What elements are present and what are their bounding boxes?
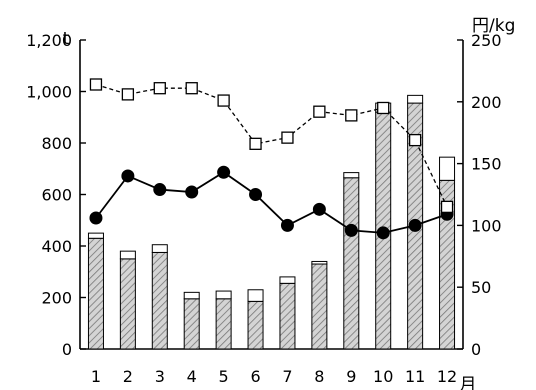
- point-filled-circle: [344, 223, 358, 237]
- bar-white: [343, 172, 360, 179]
- series-3-line: [95, 171, 448, 234]
- x-tick-label: 2: [123, 367, 133, 386]
- point-open-square: [345, 109, 358, 122]
- point-open-square: [313, 105, 326, 118]
- point-filled-circle: [280, 218, 294, 232]
- x-tick-label: 11: [405, 367, 425, 386]
- bar-white: [279, 276, 296, 284]
- right-tick-label: 100: [471, 216, 502, 235]
- left-tick-label: 400: [41, 237, 72, 256]
- point-open-square: [121, 88, 135, 101]
- point-filled-circle: [217, 165, 231, 179]
- point-filled-circle: [408, 218, 422, 232]
- bar-white: [119, 250, 136, 260]
- point-open-square: [440, 200, 454, 214]
- right-tick-label: 250: [471, 31, 502, 50]
- bar-white: [215, 290, 232, 300]
- x-tick-label: 9: [346, 367, 356, 386]
- point-open-square: [377, 101, 390, 115]
- left-tick-label: 1,000: [26, 83, 72, 102]
- right-axis-unit: 円/kg: [472, 16, 515, 36]
- left-tick-label: 0: [62, 340, 72, 359]
- bar-hatched: [311, 263, 328, 350]
- bar-white: [183, 291, 200, 300]
- bar-hatched: [247, 300, 264, 350]
- x-tick-label: 3: [155, 367, 165, 386]
- point-filled-circle: [153, 183, 167, 197]
- bar-hatched: [215, 298, 232, 350]
- x-axis-unit: 月: [460, 375, 477, 390]
- x-tick-label: 1: [91, 367, 101, 386]
- right-tick-label: 150: [471, 155, 502, 174]
- point-filled-circle: [376, 226, 390, 240]
- bar-hatched: [119, 258, 136, 350]
- x-tick-label: 7: [282, 367, 292, 386]
- bar-hatched: [343, 177, 360, 350]
- point-filled-circle: [312, 202, 326, 216]
- point-open-square: [89, 78, 103, 91]
- point-open-square: [408, 133, 422, 147]
- point-filled-circle: [185, 185, 199, 199]
- bar-white: [311, 260, 328, 265]
- bar-white: [87, 232, 104, 239]
- point-open-square: [281, 131, 294, 144]
- right-tick-label: 0: [471, 340, 481, 359]
- bar-hatched: [183, 298, 200, 350]
- right-tick-label: 50: [471, 278, 491, 297]
- point-open-square: [217, 94, 230, 107]
- left-tick-label: 600: [41, 186, 72, 205]
- bar-hatched: [87, 237, 104, 350]
- series-4-line: [95, 83, 448, 208]
- left-tick-label: 1,200: [26, 31, 72, 50]
- x-tick-label: 5: [219, 367, 229, 386]
- point-open-square: [249, 137, 262, 150]
- right-tick-label: 200: [471, 93, 502, 112]
- point-open-square: [185, 82, 198, 95]
- x-tick-label: 6: [250, 367, 260, 386]
- left-tick-label: 800: [41, 134, 72, 153]
- x-tick-label: 12: [437, 367, 457, 386]
- bar-white: [407, 94, 424, 104]
- x-tick-label: 10: [373, 367, 393, 386]
- x-tick-label: 4: [187, 367, 197, 386]
- left-tick-label: 200: [41, 289, 72, 308]
- point-filled-circle: [249, 188, 263, 201]
- point-filled-circle: [121, 169, 135, 183]
- bar-white: [439, 156, 456, 181]
- x-tick-label: 8: [314, 367, 324, 386]
- left-axis-unit: t: [63, 29, 70, 49]
- bar-white: [151, 244, 168, 253]
- point-filled-circle: [89, 211, 103, 225]
- bar-white: [247, 289, 264, 302]
- bar-hatched: [279, 282, 296, 350]
- point-open-square: [153, 82, 166, 95]
- bar-hatched: [151, 251, 168, 350]
